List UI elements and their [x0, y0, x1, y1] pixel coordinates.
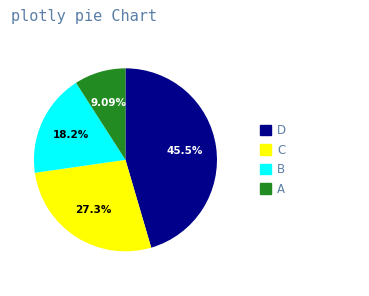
Wedge shape	[35, 160, 151, 251]
Legend: D, C, B, A: D, C, B, A	[257, 122, 289, 198]
Text: plotly pie Chart: plotly pie Chart	[11, 9, 157, 24]
Text: 45.5%: 45.5%	[166, 147, 203, 156]
Wedge shape	[76, 68, 125, 160]
Text: 27.3%: 27.3%	[75, 205, 111, 215]
Text: 18.2%: 18.2%	[53, 130, 90, 140]
Wedge shape	[125, 68, 217, 248]
Text: 9.09%: 9.09%	[91, 98, 127, 108]
Wedge shape	[34, 83, 125, 173]
